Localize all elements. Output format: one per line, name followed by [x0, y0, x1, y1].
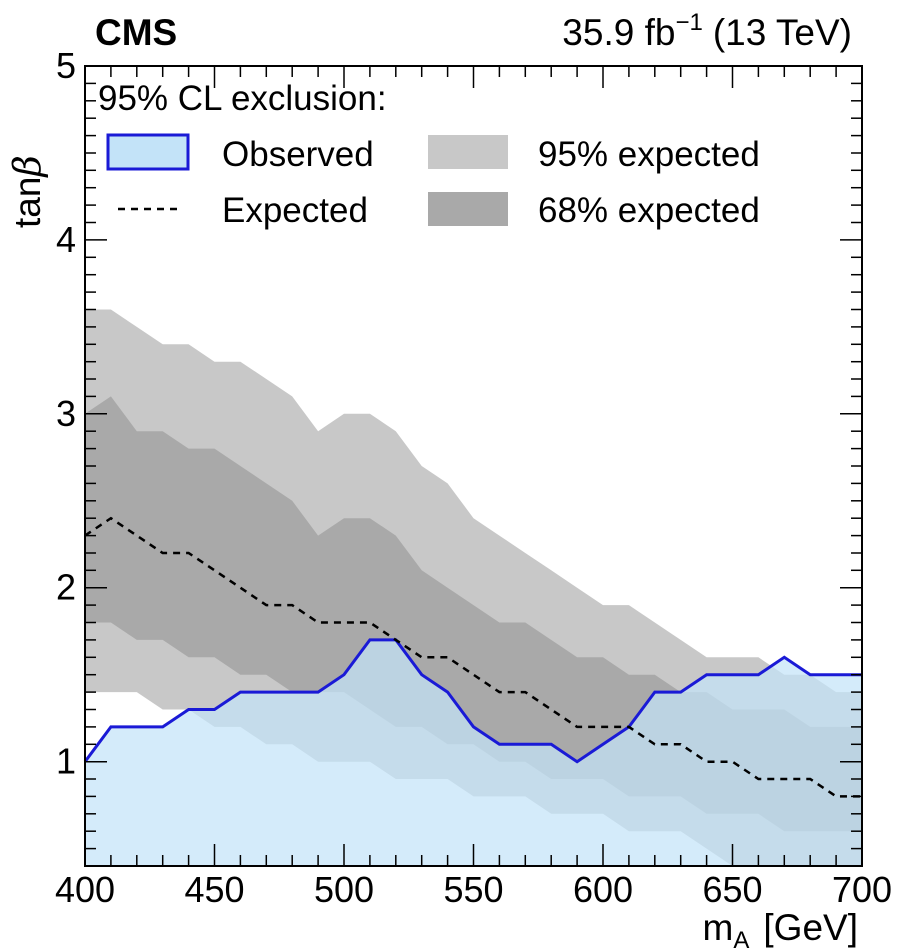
x-tick-label: 700 [832, 869, 892, 910]
lumi-exponent: −1 [675, 9, 702, 36]
x-axis-main: m [703, 907, 734, 948]
y-tick-label: 4 [56, 219, 76, 260]
y-tick-label: 2 [56, 567, 76, 608]
x-axis-sub: A [733, 927, 749, 951]
legend-band95-label: 95% expected [538, 135, 760, 174]
y-tick-label: 5 [56, 45, 76, 86]
y-tick-label: 3 [56, 393, 76, 434]
x-tick-label: 500 [314, 869, 374, 910]
x-tick-label: 600 [573, 869, 633, 910]
observed-excluded-region [85, 639, 862, 866]
tick-labels-layer: 400 450 500 550 600 650 700 1 2 3 4 5 [55, 45, 892, 910]
legend-band68-swatch [428, 192, 508, 226]
legend-observed-label: Observed [222, 135, 374, 174]
y-axis-main: tan [7, 177, 48, 228]
y-axis-title: tanβ [6, 155, 49, 228]
lumi-value: 35.9 fb [562, 12, 675, 53]
legend-title: 95% CL exclusion: [98, 79, 387, 118]
legend-band95-swatch [428, 135, 508, 169]
legend-band68-label: 68% expected [538, 191, 760, 230]
y-axis-greek: β [6, 155, 49, 178]
frame-layer [84, 65, 863, 867]
legend-observed-swatch [106, 133, 190, 171]
x-tick-label: 650 [702, 869, 762, 910]
legend-expected-label: Expected [222, 191, 368, 230]
observed-layer [83, 638, 862, 866]
x-axis-unit: [GeV] [763, 907, 858, 948]
lumi-label: 35.9 fb−1 (13 TeV) [562, 9, 852, 53]
x-axis-title: mA [GeV] [703, 907, 858, 951]
experiment-label: CMS [95, 12, 177, 53]
x-tick-label: 400 [55, 869, 115, 910]
x-tick-label: 450 [184, 869, 244, 910]
x-tick-label: 550 [443, 869, 503, 910]
y-tick-label: 1 [56, 741, 76, 782]
energy-label: (13 TeV) [713, 12, 852, 53]
observed-limit-line [83, 638, 862, 764]
